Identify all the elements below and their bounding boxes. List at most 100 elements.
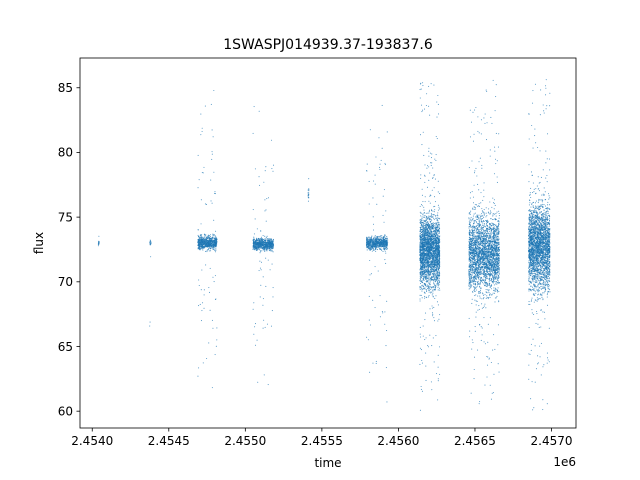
data-point [375, 156, 377, 158]
data-point [434, 275, 436, 277]
data-point [428, 289, 430, 291]
data-point [199, 303, 201, 306]
data-point [257, 381, 259, 383]
data-point [376, 242, 379, 244]
data-point [198, 240, 200, 242]
data-point [200, 134, 202, 136]
data-point [423, 240, 425, 242]
data-point [431, 260, 433, 262]
data-point [368, 203, 370, 205]
data-point [425, 243, 427, 245]
data-point [435, 153, 437, 156]
data-point [426, 279, 428, 281]
data-point [427, 230, 429, 232]
data-point [206, 241, 208, 243]
data-point [376, 246, 378, 248]
data-point [425, 266, 427, 268]
data-point [202, 241, 204, 243]
data-point [426, 261, 428, 263]
data-point [98, 240, 100, 242]
data-point [421, 281, 423, 283]
data-point [253, 302, 255, 304]
data-point [210, 250, 212, 252]
data-point [211, 241, 213, 243]
data-point [423, 206, 425, 208]
data-point [431, 234, 433, 236]
data-point [384, 245, 387, 247]
data-point [262, 248, 264, 250]
data-point [434, 227, 436, 229]
data-point [374, 241, 376, 244]
data-point [423, 216, 425, 218]
data-point [202, 237, 204, 239]
data-point [269, 269, 271, 271]
data-point [215, 248, 217, 250]
data-point [367, 237, 369, 239]
data-point [432, 214, 434, 216]
data-point [267, 197, 270, 199]
data-point [425, 255, 427, 257]
data-point [204, 234, 206, 236]
data-point [421, 254, 424, 256]
data-point [428, 281, 430, 283]
data-point [270, 325, 273, 327]
data-point [438, 269, 440, 271]
data-point [378, 246, 380, 248]
data-point [437, 212, 439, 214]
data-point [432, 215, 434, 217]
data-point [423, 232, 425, 234]
data-point [427, 244, 429, 246]
data-point [202, 172, 204, 174]
data-point [379, 163, 381, 165]
data-point [420, 243, 422, 245]
data-point [98, 235, 100, 237]
data-point [438, 264, 440, 266]
data-point [254, 168, 256, 170]
data-point [437, 261, 439, 263]
data-point [211, 151, 213, 153]
data-point [431, 243, 433, 245]
data-point [262, 245, 264, 248]
data-point [366, 243, 368, 245]
data-point [213, 248, 215, 250]
data-point [214, 239, 217, 241]
data-point [212, 239, 214, 241]
data-point [215, 240, 217, 242]
data-point [420, 238, 422, 240]
data-point [428, 200, 430, 202]
data-point [429, 265, 431, 267]
data-point [437, 223, 439, 225]
data-point [430, 238, 432, 240]
data-point [380, 248, 382, 250]
data-point [420, 218, 422, 220]
data-point [208, 287, 210, 289]
data-point [366, 242, 368, 244]
data-point [439, 253, 441, 255]
data-point [430, 227, 433, 229]
data-point [434, 253, 436, 255]
data-point [149, 239, 151, 241]
data-point [435, 236, 437, 238]
data-point [198, 279, 200, 281]
data-point [371, 246, 373, 248]
data-point [422, 251, 424, 253]
data-point [438, 255, 440, 257]
data-point [272, 164, 275, 166]
data-point [432, 286, 434, 288]
data-point [267, 259, 269, 261]
data-point [271, 240, 273, 242]
data-point [428, 294, 430, 297]
data-point [262, 241, 265, 243]
data-point [201, 269, 203, 271]
data-point [209, 248, 211, 250]
data-point [429, 221, 431, 223]
data-point [427, 246, 430, 248]
data-point [429, 220, 431, 222]
data-point [375, 236, 377, 238]
data-point [200, 223, 202, 225]
data-point [431, 305, 433, 307]
data-point [430, 267, 432, 269]
data-point [427, 165, 429, 167]
data-point [210, 242, 212, 245]
data-point [210, 200, 212, 202]
